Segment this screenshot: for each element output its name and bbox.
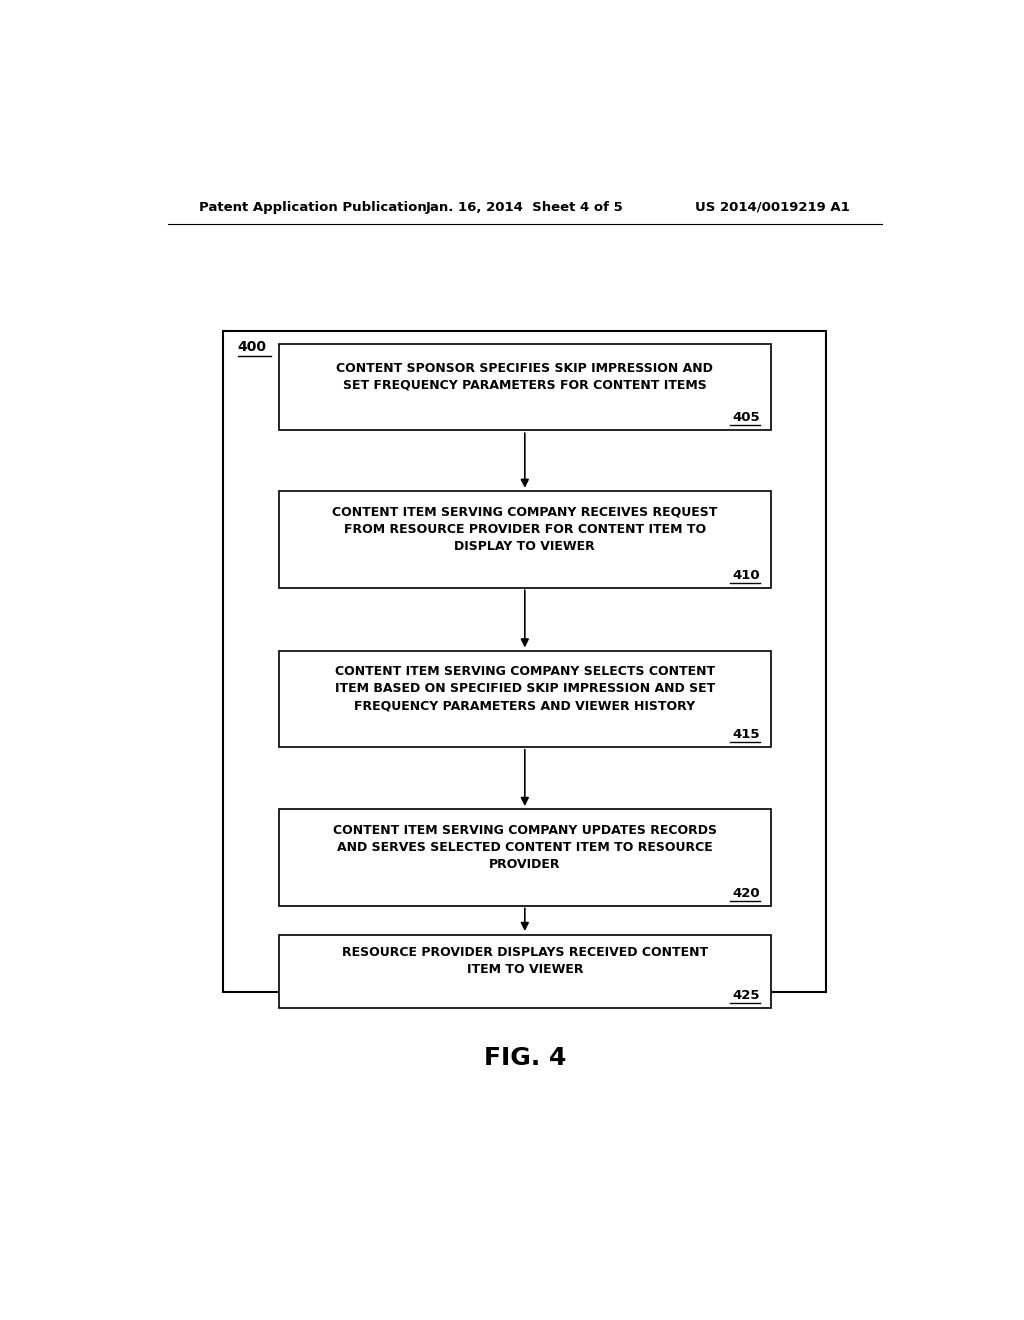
Text: FIG. 4: FIG. 4 <box>483 1045 566 1071</box>
Bar <box>279 651 771 747</box>
Text: 425: 425 <box>732 989 760 1002</box>
Text: 410: 410 <box>732 569 760 582</box>
Text: 415: 415 <box>732 729 760 742</box>
Bar <box>279 809 771 906</box>
Bar <box>223 331 826 991</box>
Text: Jan. 16, 2014  Sheet 4 of 5: Jan. 16, 2014 Sheet 4 of 5 <box>426 201 624 214</box>
Text: 405: 405 <box>732 412 760 424</box>
Text: Patent Application Publication: Patent Application Publication <box>200 201 427 214</box>
Text: CONTENT SPONSOR SPECIFIES SKIP IMPRESSION AND
SET FREQUENCY PARAMETERS FOR CONTE: CONTENT SPONSOR SPECIFIES SKIP IMPRESSIO… <box>336 362 714 392</box>
Text: CONTENT ITEM SERVING COMPANY SELECTS CONTENT
ITEM BASED ON SPECIFIED SKIP IMPRES: CONTENT ITEM SERVING COMPANY SELECTS CON… <box>335 665 715 713</box>
Bar <box>279 491 771 587</box>
Text: RESOURCE PROVIDER DISPLAYS RECEIVED CONTENT
ITEM TO VIEWER: RESOURCE PROVIDER DISPLAYS RECEIVED CONT… <box>342 946 708 977</box>
Text: US 2014/0019219 A1: US 2014/0019219 A1 <box>695 201 850 214</box>
Text: CONTENT ITEM SERVING COMPANY UPDATES RECORDS
AND SERVES SELECTED CONTENT ITEM TO: CONTENT ITEM SERVING COMPANY UPDATES REC… <box>333 824 717 871</box>
Text: CONTENT ITEM SERVING COMPANY RECEIVES REQUEST
FROM RESOURCE PROVIDER FOR CONTENT: CONTENT ITEM SERVING COMPANY RECEIVES RE… <box>332 506 718 553</box>
Bar <box>279 345 771 430</box>
Bar <box>279 935 771 1008</box>
Text: 400: 400 <box>238 339 266 354</box>
Text: 420: 420 <box>732 887 760 900</box>
